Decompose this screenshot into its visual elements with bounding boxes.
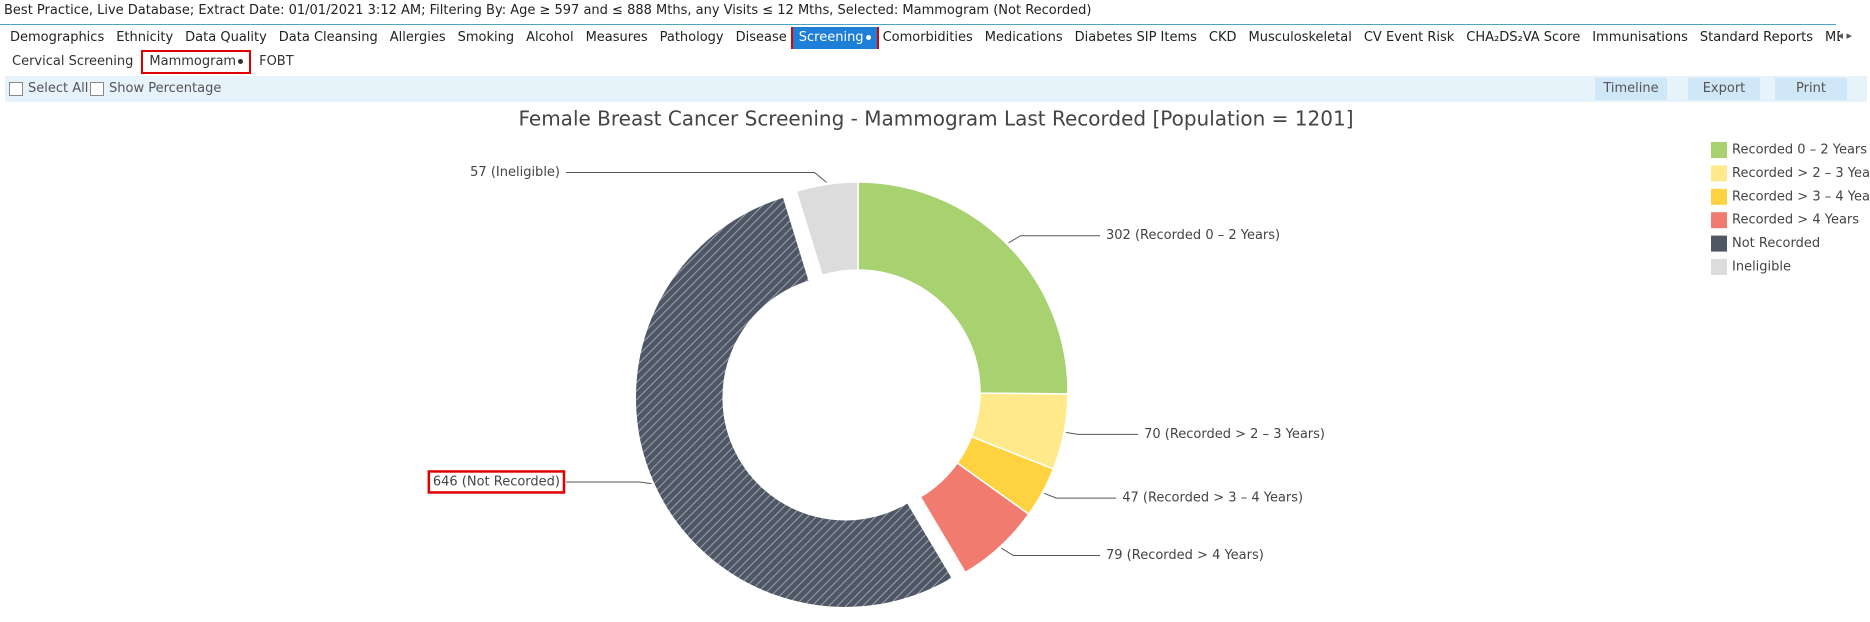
tab[interactable]: Smoking bbox=[452, 27, 521, 49]
tab-label: Data Quality bbox=[185, 30, 267, 45]
checkbox-label: Show Percentage bbox=[109, 81, 222, 96]
tab-label: Demographics bbox=[10, 30, 105, 45]
tab[interactable]: Pathology bbox=[654, 27, 730, 49]
checkbox-label: Select All bbox=[28, 81, 89, 96]
tab-label: Pathology bbox=[659, 30, 724, 45]
chart-title: Female Breast Cancer Screening - Mammogr… bbox=[518, 107, 1353, 131]
tab[interactable]: CV Event Risk bbox=[1358, 27, 1460, 49]
tab-label: Disease bbox=[735, 30, 787, 45]
tab[interactable]: Demographics bbox=[4, 27, 110, 49]
tab[interactable]: Alcohol bbox=[520, 27, 579, 49]
legend-label: Recorded > 2 – 3 Years bbox=[1732, 166, 1870, 181]
tab[interactable]: Data Cleansing bbox=[273, 27, 384, 49]
pie-slice bbox=[795, 181, 859, 277]
tab-scroll[interactable]: ◂ ▸ bbox=[1837, 29, 1852, 42]
tab[interactable]: Musculoskeletal bbox=[1243, 27, 1358, 49]
legend-label: Ineligible bbox=[1732, 260, 1791, 275]
data-label: 57 (Ineligible) bbox=[470, 165, 560, 180]
status-bar: Best Practice, Live Database; Extract Da… bbox=[4, 3, 1092, 18]
subtab-bar: Cervical Screening Mammogram FOBT bbox=[6, 50, 304, 74]
data-label: 79 (Recorded > 4 Years) bbox=[1106, 548, 1264, 563]
tab-label: Comorbidities bbox=[882, 30, 973, 45]
tab[interactable]: Immunisations bbox=[1586, 27, 1694, 49]
tab[interactable]: Medications bbox=[979, 27, 1069, 49]
tab[interactable]: Screening bbox=[790, 27, 879, 49]
tab-label: Allergies bbox=[389, 30, 446, 45]
legend-label: Recorded > 4 Years bbox=[1732, 213, 1859, 228]
tab-label: Measures bbox=[585, 30, 648, 45]
pie-slice bbox=[857, 181, 1069, 395]
tab[interactable]: Disease bbox=[730, 27, 793, 49]
toolbar: Select All Show Percentage Timeline Expo… bbox=[5, 76, 1867, 102]
leader-line bbox=[1044, 492, 1117, 499]
tab[interactable]: CHA₂DS₂VA Score bbox=[1460, 27, 1586, 49]
tab-label: MBS Items bbox=[1825, 30, 1840, 45]
pie-slice bbox=[919, 461, 1030, 574]
tab[interactable]: Ethnicity bbox=[110, 27, 179, 49]
tab[interactable]: Data Quality bbox=[179, 27, 273, 49]
legend-label: Recorded 0 – 2 Years bbox=[1732, 143, 1867, 158]
subtab[interactable]: FOBT bbox=[253, 52, 300, 72]
tab-label: Musculoskeletal bbox=[1248, 30, 1352, 45]
legend-swatch bbox=[1711, 165, 1727, 182]
button[interactable]: Timeline bbox=[1595, 78, 1667, 100]
tab[interactable]: Standard Reports bbox=[1694, 27, 1819, 49]
data-label: 70 (Recorded > 2 – 3 Years) bbox=[1144, 427, 1325, 442]
legend-swatch bbox=[1711, 188, 1727, 205]
tab-label: Immunisations bbox=[1592, 30, 1688, 45]
tab-label: Data Cleansing bbox=[278, 30, 378, 45]
tab-label: Alcohol bbox=[526, 30, 574, 45]
checkbox[interactable]: Show Percentage bbox=[90, 81, 221, 96]
legend-swatch bbox=[1711, 142, 1727, 158]
tab-label: CHA₂DS₂VA Score bbox=[1466, 30, 1581, 45]
legend-swatch bbox=[1711, 235, 1727, 252]
data-label: 302 (Recorded 0 – 2 Years) bbox=[1106, 228, 1280, 243]
leader-line bbox=[1001, 547, 1100, 557]
tab[interactable]: Diabetes SIP Items bbox=[1069, 27, 1203, 49]
data-label: 47 (Recorded > 3 – 4 Years) bbox=[1122, 491, 1303, 506]
leader-line bbox=[1008, 235, 1100, 244]
tab-bar: Demographics Ethnicity Data Quality Data Cl… bbox=[4, 27, 1840, 49]
tab-label: CV Event Risk bbox=[1363, 30, 1455, 45]
indicator bbox=[865, 35, 871, 40]
subtab[interactable]: Mammogram bbox=[141, 50, 252, 74]
tab-label: Diabetes SIP Items bbox=[1074, 30, 1197, 45]
tab-label: Ethnicity bbox=[116, 30, 174, 45]
tab[interactable]: CKD bbox=[1203, 27, 1243, 49]
tab[interactable]: Allergies bbox=[384, 27, 452, 49]
leader-line bbox=[566, 481, 652, 485]
subtab-label: Mammogram bbox=[149, 54, 237, 69]
tab[interactable]: Measures bbox=[580, 27, 654, 49]
checkbox[interactable]: Select All bbox=[9, 81, 88, 96]
legend-swatch bbox=[1711, 212, 1727, 229]
tab-label: Screening bbox=[798, 30, 864, 45]
pie-slice bbox=[634, 196, 954, 609]
tab-label: Medications bbox=[984, 30, 1063, 45]
subtab-label: Cervical Screening bbox=[12, 54, 134, 69]
tab-label: CKD bbox=[1208, 30, 1237, 45]
button[interactable]: Print bbox=[1775, 78, 1847, 100]
tab-label: Smoking bbox=[457, 30, 515, 45]
subtab[interactable]: Cervical Screening bbox=[6, 52, 139, 72]
chart: Female Breast Cancer Screening - Mammogr… bbox=[427, 107, 1870, 609]
data-label: 646 (Not Recorded) bbox=[433, 474, 560, 489]
legend-label: Not Recorded bbox=[1732, 236, 1820, 251]
tab-label: Standard Reports bbox=[1699, 30, 1814, 45]
legend-swatch bbox=[1711, 259, 1727, 275]
indicator bbox=[238, 59, 244, 64]
leader-line bbox=[1066, 432, 1139, 435]
subtab-label: FOBT bbox=[259, 54, 294, 69]
tab[interactable]: Comorbidities bbox=[877, 27, 979, 49]
tab[interactable]: MBS Items bbox=[1819, 27, 1840, 49]
leader-line bbox=[566, 171, 827, 183]
divider bbox=[0, 24, 1836, 25]
legend-label: Recorded > 3 – 4 Years bbox=[1732, 189, 1870, 204]
button[interactable]: Export bbox=[1688, 78, 1760, 100]
highlight-box bbox=[427, 470, 566, 494]
